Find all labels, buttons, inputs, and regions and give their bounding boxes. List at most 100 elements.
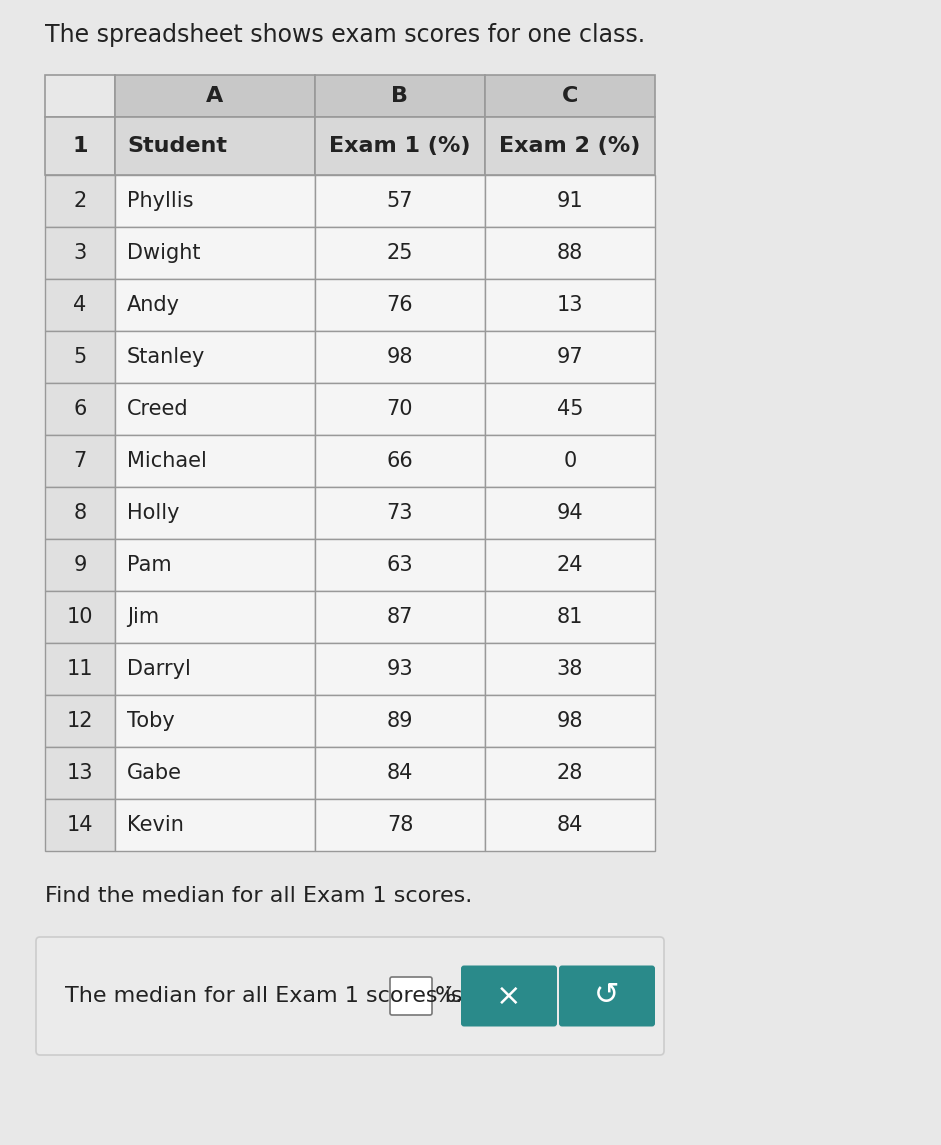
FancyBboxPatch shape <box>45 799 115 851</box>
FancyBboxPatch shape <box>115 487 315 539</box>
Text: 12: 12 <box>67 711 93 731</box>
Text: The spreadsheet shows exam scores for one class.: The spreadsheet shows exam scores for on… <box>45 23 646 47</box>
Text: 98: 98 <box>557 711 583 731</box>
Text: 38: 38 <box>557 660 583 679</box>
FancyBboxPatch shape <box>485 331 655 382</box>
Text: Kevin: Kevin <box>127 815 183 835</box>
Text: 1: 1 <box>72 136 88 156</box>
FancyBboxPatch shape <box>36 937 664 1055</box>
FancyBboxPatch shape <box>45 591 115 643</box>
FancyBboxPatch shape <box>485 175 655 227</box>
Text: 2: 2 <box>73 191 87 211</box>
FancyBboxPatch shape <box>315 382 485 435</box>
Text: 9: 9 <box>73 555 87 575</box>
FancyBboxPatch shape <box>485 435 655 487</box>
Text: Holly: Holly <box>127 503 180 523</box>
FancyBboxPatch shape <box>485 117 655 175</box>
FancyBboxPatch shape <box>315 76 485 117</box>
FancyBboxPatch shape <box>485 382 655 435</box>
Text: Student: Student <box>127 136 227 156</box>
Text: ↺: ↺ <box>595 981 620 1011</box>
Text: 84: 84 <box>557 815 583 835</box>
Text: 93: 93 <box>387 660 413 679</box>
FancyBboxPatch shape <box>315 227 485 279</box>
Text: 89: 89 <box>387 711 413 731</box>
Text: 87: 87 <box>387 607 413 627</box>
Text: Phyllis: Phyllis <box>127 191 194 211</box>
FancyBboxPatch shape <box>315 435 485 487</box>
Text: 7: 7 <box>73 451 87 471</box>
Text: 13: 13 <box>67 763 93 783</box>
FancyBboxPatch shape <box>45 747 115 799</box>
Text: Andy: Andy <box>127 295 180 315</box>
FancyBboxPatch shape <box>315 539 485 591</box>
Text: Exam 1 (%): Exam 1 (%) <box>329 136 470 156</box>
FancyBboxPatch shape <box>115 227 315 279</box>
FancyBboxPatch shape <box>115 76 315 117</box>
FancyBboxPatch shape <box>315 643 485 695</box>
Text: 73: 73 <box>387 503 413 523</box>
FancyBboxPatch shape <box>315 799 485 851</box>
FancyBboxPatch shape <box>45 487 115 539</box>
FancyBboxPatch shape <box>45 539 115 591</box>
Text: 4: 4 <box>73 295 87 315</box>
Text: 97: 97 <box>557 347 583 368</box>
FancyBboxPatch shape <box>315 331 485 382</box>
FancyBboxPatch shape <box>45 331 115 382</box>
FancyBboxPatch shape <box>115 175 315 227</box>
Text: 13: 13 <box>557 295 583 315</box>
Text: 10: 10 <box>67 607 93 627</box>
Text: 8: 8 <box>73 503 87 523</box>
Text: 24: 24 <box>557 555 583 575</box>
Text: 63: 63 <box>387 555 413 575</box>
FancyBboxPatch shape <box>485 747 655 799</box>
FancyBboxPatch shape <box>485 76 655 117</box>
FancyBboxPatch shape <box>115 695 315 747</box>
Text: 11: 11 <box>67 660 93 679</box>
FancyBboxPatch shape <box>45 227 115 279</box>
FancyBboxPatch shape <box>315 695 485 747</box>
FancyBboxPatch shape <box>485 695 655 747</box>
FancyBboxPatch shape <box>115 117 315 175</box>
FancyBboxPatch shape <box>115 747 315 799</box>
FancyBboxPatch shape <box>45 382 115 435</box>
Text: 25: 25 <box>387 243 413 263</box>
Text: 5: 5 <box>73 347 87 368</box>
Text: 0: 0 <box>564 451 577 471</box>
Text: 78: 78 <box>387 815 413 835</box>
Text: The median for all Exam 1 scores is: The median for all Exam 1 scores is <box>65 986 470 1006</box>
Text: 88: 88 <box>557 243 583 263</box>
FancyBboxPatch shape <box>485 643 655 695</box>
Text: 57: 57 <box>387 191 413 211</box>
FancyBboxPatch shape <box>45 76 115 117</box>
Text: 94: 94 <box>557 503 583 523</box>
FancyBboxPatch shape <box>485 227 655 279</box>
Text: Darryl: Darryl <box>127 660 191 679</box>
FancyBboxPatch shape <box>390 977 432 1014</box>
FancyBboxPatch shape <box>485 539 655 591</box>
Text: 66: 66 <box>387 451 413 471</box>
Text: Gabe: Gabe <box>127 763 182 783</box>
FancyBboxPatch shape <box>115 591 315 643</box>
FancyBboxPatch shape <box>115 643 315 695</box>
FancyBboxPatch shape <box>485 279 655 331</box>
Text: 76: 76 <box>387 295 413 315</box>
FancyBboxPatch shape <box>485 487 655 539</box>
FancyBboxPatch shape <box>315 175 485 227</box>
FancyBboxPatch shape <box>115 435 315 487</box>
Text: B: B <box>391 86 408 106</box>
FancyBboxPatch shape <box>559 965 655 1027</box>
FancyBboxPatch shape <box>45 117 115 175</box>
Text: Find the median for all Exam 1 scores.: Find the median for all Exam 1 scores. <box>45 886 472 906</box>
Text: 6: 6 <box>73 398 87 419</box>
FancyBboxPatch shape <box>115 279 315 331</box>
Text: 45: 45 <box>557 398 583 419</box>
FancyBboxPatch shape <box>315 117 485 175</box>
FancyBboxPatch shape <box>315 487 485 539</box>
Text: 98: 98 <box>387 347 413 368</box>
FancyBboxPatch shape <box>485 591 655 643</box>
Text: 3: 3 <box>73 243 87 263</box>
Text: Stanley: Stanley <box>127 347 205 368</box>
Text: 84: 84 <box>387 763 413 783</box>
FancyBboxPatch shape <box>45 175 115 227</box>
